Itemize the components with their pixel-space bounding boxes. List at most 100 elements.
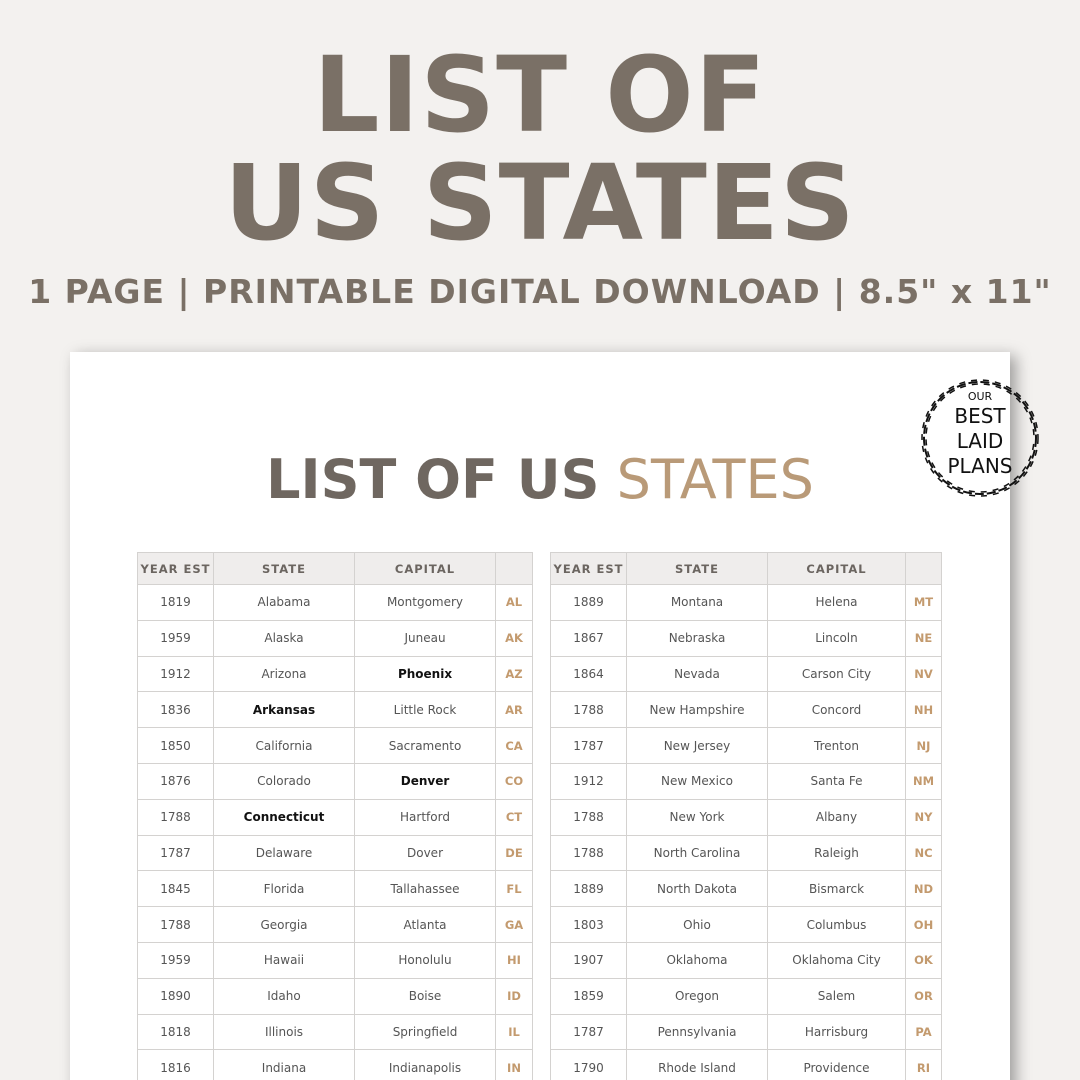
cell-year-est: 1859	[550, 977, 627, 1015]
column-header-year-est: YEAR EST	[137, 552, 214, 585]
cell-year-est: 1907	[550, 941, 627, 979]
cell-capital: Santa Fe	[767, 762, 906, 800]
table-row: 1889 North Dakota Bismarck ND	[550, 870, 942, 908]
cell-year-est: 1912	[137, 655, 214, 693]
document-title-main: LIST OF US	[266, 448, 600, 511]
cell-capital: Bismarck	[767, 870, 906, 908]
logo-text-plans: PLANS	[947, 454, 1013, 478]
cell-abbreviation: OR	[905, 977, 942, 1015]
cell-year-est: 1850	[137, 727, 214, 764]
table-row: 1959 Alaska Juneau AK	[137, 619, 533, 657]
cell-abbreviation: IN	[495, 1049, 533, 1080]
hero-title-line1: LIST OF	[313, 34, 767, 156]
cell-abbreviation: AZ	[495, 655, 533, 693]
cell-capital: Hartford	[354, 798, 496, 836]
cell-state: Colorado	[213, 762, 355, 800]
cell-abbreviation: GA	[495, 906, 533, 943]
table-row: 1845 Florida Tallahassee FL	[137, 870, 533, 908]
hero-title-line2: US STATES	[224, 142, 856, 264]
cell-abbreviation: OH	[905, 906, 942, 943]
table-row: 1850 California Sacramento CA	[137, 727, 533, 764]
cell-capital: Indianapolis	[354, 1049, 496, 1080]
cell-capital: Little Rock	[354, 691, 496, 729]
column-header-state: STATE	[626, 552, 768, 585]
cell-capital: Boise	[354, 977, 496, 1015]
cell-state: Alabama	[213, 584, 355, 621]
logo-text-best: BEST	[954, 404, 1006, 428]
cell-state: New York	[626, 798, 768, 836]
document-title: LIST OF US STATES	[70, 448, 1010, 512]
cell-state: Delaware	[213, 834, 355, 872]
table-row: 1787 Pennsylvania Harrisburg PA	[550, 1013, 942, 1051]
cell-capital: Honolulu	[354, 941, 496, 979]
table-row: 1876 Colorado Denver CO	[137, 762, 533, 800]
cell-abbreviation: HI	[495, 941, 533, 979]
table-row: 1818 Illinois Springfield IL	[137, 1013, 533, 1051]
cell-year-est: 1959	[137, 941, 214, 979]
brand-logo: OUR BEST LAID PLANS	[918, 376, 1042, 500]
cell-state: Hawaii	[213, 941, 355, 979]
column-header-capital: CAPITAL	[354, 552, 496, 585]
table-row: 1889 Montana Helena MT	[550, 584, 942, 621]
column-header-year-est: YEAR EST	[550, 552, 627, 585]
table-row: 1788 Connecticut Hartford CT	[137, 798, 533, 836]
cell-abbreviation: CT	[495, 798, 533, 836]
table-row: 1859 Oregon Salem OR	[550, 977, 942, 1015]
rope-circle-icon	[921, 379, 1039, 497]
cell-capital: Raleigh	[767, 834, 906, 872]
logo-text-laid: LAID	[956, 429, 1004, 453]
table-row: 1867 Nebraska Lincoln NE	[550, 619, 942, 657]
cell-abbreviation: DE	[495, 834, 533, 872]
cell-state: New Jersey	[626, 727, 768, 764]
document-title-accent: STATES	[616, 448, 814, 511]
cell-abbreviation: ID	[495, 977, 533, 1015]
cell-abbreviation: MT	[905, 584, 942, 621]
cell-year-est: 1889	[550, 584, 627, 621]
cell-year-est: 1787	[550, 727, 627, 764]
cell-state: Ohio	[626, 906, 768, 943]
table-row: 1864 Nevada Carson City NV	[550, 655, 942, 693]
cell-capital: Denver	[354, 762, 496, 800]
column-header-abbreviation	[495, 552, 533, 585]
column-header-abbreviation	[905, 552, 942, 585]
cell-capital: Sacramento	[354, 727, 496, 764]
cell-capital: Springfield	[354, 1013, 496, 1051]
cell-capital: Trenton	[767, 727, 906, 764]
cell-abbreviation: OK	[905, 941, 942, 979]
cell-state: North Dakota	[626, 870, 768, 908]
cell-year-est: 1890	[137, 977, 214, 1015]
hero-subtitle: 1 PAGE | PRINTABLE DIGITAL DOWNLOAD | 8.…	[28, 272, 1052, 311]
cell-year-est: 1788	[550, 834, 627, 872]
states-table-left: YEAR EST STATE CAPITAL 1819 Alabama Montgomer…	[137, 552, 533, 1080]
cell-capital: Atlanta	[354, 906, 496, 943]
cell-capital: Carson City	[767, 655, 906, 693]
cell-state: Oklahoma	[626, 941, 768, 979]
cell-year-est: 1816	[137, 1049, 214, 1080]
column-header-capital: CAPITAL	[767, 552, 906, 585]
cell-capital: Juneau	[354, 619, 496, 657]
cell-year-est: 1845	[137, 870, 214, 908]
cell-year-est: 1803	[550, 906, 627, 943]
cell-capital: Salem	[767, 977, 906, 1015]
cell-abbreviation: NH	[905, 691, 942, 729]
table-row: 1912 Arizona Phoenix AZ	[137, 655, 533, 693]
cell-abbreviation: AR	[495, 691, 533, 729]
table-row: 1803 Ohio Columbus OH	[550, 906, 942, 943]
cell-state: Montana	[626, 584, 768, 621]
cell-year-est: 1788	[137, 906, 214, 943]
states-table-right: YEAR EST STATE CAPITAL 1889 Montana Helena MT 1…	[550, 552, 942, 1080]
cell-capital: Oklahoma City	[767, 941, 906, 979]
table-row: 1819 Alabama Montgomery AL	[137, 584, 533, 621]
cell-year-est: 1788	[550, 691, 627, 729]
table-row: 1788 North Carolina Raleigh NC	[550, 834, 942, 872]
cell-capital: Montgomery	[354, 584, 496, 621]
table-row: 1787 New Jersey Trenton NJ	[550, 727, 942, 764]
table-row: 1959 Hawaii Honolulu HI	[137, 941, 533, 979]
table-row: 1788 Georgia Atlanta GA	[137, 906, 533, 943]
cell-abbreviation: CO	[495, 762, 533, 800]
cell-year-est: 1959	[137, 619, 214, 657]
cell-state: New Mexico	[626, 762, 768, 800]
cell-capital: Phoenix	[354, 655, 496, 693]
logo-text-our: OUR	[967, 390, 993, 403]
cell-capital: Columbus	[767, 906, 906, 943]
